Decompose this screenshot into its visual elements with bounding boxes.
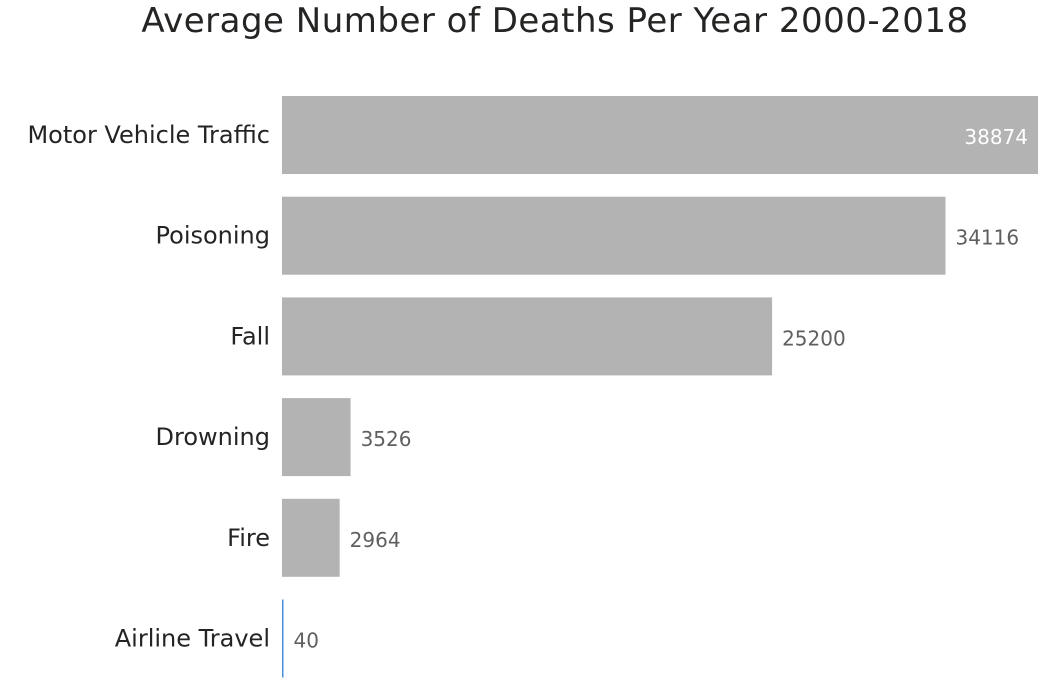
category-label-fall: Fall — [230, 322, 270, 350]
value-label-fall: 25200 — [782, 326, 846, 350]
bar-drowning — [282, 398, 351, 477]
chart-title: Average Number of Deaths Per Year 2000-2… — [141, 1, 969, 41]
value-label-airline-travel: 40 — [294, 629, 319, 653]
value-label-fire: 2964 — [350, 528, 401, 552]
category-label-motor-vehicle-traffic: Motor Vehicle Traffic — [27, 121, 270, 149]
category-labels-group: Motor Vehicle Traffic Poisoning Fall Drowni… — [27, 121, 270, 653]
category-label-fire: Fire — [227, 524, 270, 552]
category-label-drowning: Drowning — [156, 423, 270, 451]
value-label-drowning: 3526 — [361, 427, 412, 451]
bars-group — [282, 96, 1038, 678]
bar-motor-vehicle-traffic — [282, 96, 1038, 174]
bar-fall — [282, 297, 773, 376]
value-label-poisoning: 34116 — [955, 226, 1019, 250]
bar-airline-travel — [282, 599, 284, 678]
category-label-poisoning: Poisoning — [156, 222, 270, 250]
value-labels-group: 38874 34116 25200 3526 2964 40 — [294, 125, 1029, 653]
category-label-airline-travel: Airline Travel — [115, 625, 270, 653]
bar-fire — [282, 498, 340, 577]
value-label-motor-vehicle-traffic: 38874 — [964, 125, 1028, 149]
bar-poisoning — [282, 196, 946, 275]
